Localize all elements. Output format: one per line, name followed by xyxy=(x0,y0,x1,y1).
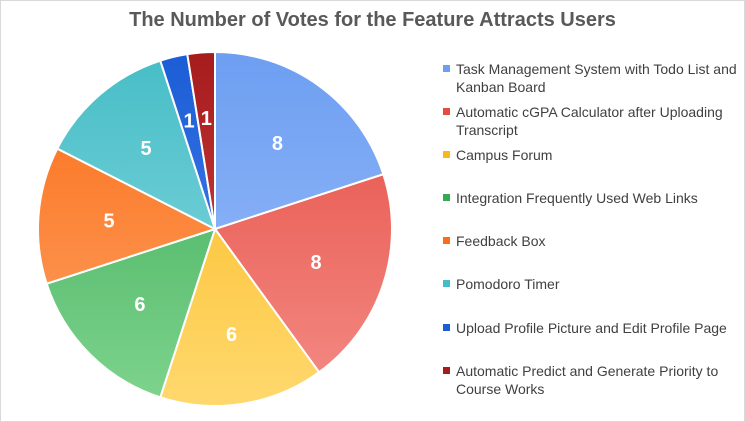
legend-label: Feedback Box xyxy=(456,233,546,249)
legend-label: Integration Frequently Used Web Links xyxy=(456,190,698,206)
legend-swatch xyxy=(443,324,450,331)
legend: Task Management System with Todo List an… xyxy=(443,1,743,421)
legend-label: Pomodoro Timer xyxy=(456,276,560,292)
legend-swatch xyxy=(443,280,450,287)
pie-slices xyxy=(37,50,393,407)
legend-label: Upload Profile Picture and Edit Profile … xyxy=(456,320,727,336)
data-label-profile-picture: 1 xyxy=(183,111,194,133)
legend-swatch xyxy=(443,367,450,374)
legend-swatch xyxy=(443,65,450,72)
legend-swatch xyxy=(443,108,450,115)
data-label-priority-prediction: 1 xyxy=(201,108,212,130)
chart-title: The Number of Votes for the Feature Attr… xyxy=(129,9,616,31)
pie-slice-feedback-box xyxy=(37,147,218,285)
legend-swatch xyxy=(443,194,450,201)
legend-label: Automatic cGPA Calculator after Uploadin… xyxy=(456,104,723,138)
data-label-cgpa-calculator: 8 xyxy=(310,252,321,274)
pie-slice-campus-forum xyxy=(159,226,321,407)
legend-label: Task Management System with Todo List an… xyxy=(456,61,737,95)
pie-slice-priority-prediction xyxy=(186,50,216,230)
pie-data-labels: 8 8 6 6 5 5 1 1 xyxy=(104,108,322,346)
legend-swatch xyxy=(443,151,450,158)
data-label-web-links: 6 xyxy=(134,294,145,316)
legend-label: Automatic Predict and Generate Priority … xyxy=(456,363,719,397)
pie-slice-cgpa-calculator xyxy=(213,173,393,374)
data-label-feedback-box: 5 xyxy=(104,211,115,233)
data-label-task-management: 8 xyxy=(272,133,283,155)
pie-slice-task-management xyxy=(214,50,385,231)
legend-label: Campus Forum xyxy=(456,147,553,163)
legend-swatch xyxy=(443,237,450,244)
pie-slice-web-links xyxy=(45,227,217,399)
data-label-pomodoro-timer: 5 xyxy=(140,138,151,160)
pie-slice-pomodoro-timer xyxy=(55,59,217,231)
data-label-campus-forum: 6 xyxy=(226,324,237,346)
